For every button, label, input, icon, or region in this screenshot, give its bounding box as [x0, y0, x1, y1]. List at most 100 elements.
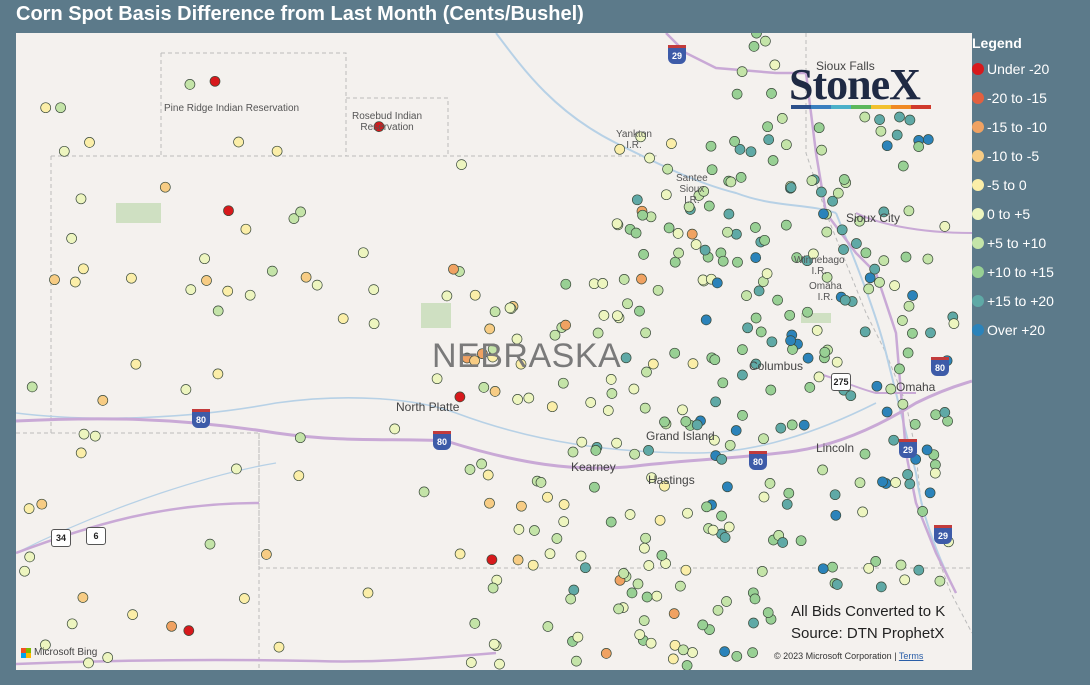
bid-marker[interactable] — [464, 464, 476, 475]
bid-marker[interactable] — [567, 446, 579, 458]
bid-marker[interactable] — [663, 222, 675, 234]
bid-marker[interactable] — [66, 233, 77, 244]
bid-marker[interactable] — [640, 532, 651, 544]
bid-marker[interactable] — [529, 525, 540, 536]
bid-marker[interactable] — [902, 347, 914, 359]
bid-marker[interactable] — [759, 234, 770, 246]
bid-marker[interactable] — [523, 392, 535, 404]
bid-marker[interactable] — [288, 213, 300, 224]
bid-marker[interactable] — [159, 181, 171, 193]
bid-marker[interactable] — [572, 631, 584, 643]
bid-marker[interactable] — [266, 265, 278, 277]
bid-marker[interactable] — [622, 298, 633, 310]
bid-marker[interactable] — [832, 187, 844, 199]
bid-marker[interactable] — [634, 629, 646, 640]
bid-marker[interactable] — [418, 486, 430, 498]
bid-marker[interactable] — [780, 219, 792, 231]
bid-marker[interactable] — [669, 639, 681, 651]
bid-marker[interactable] — [831, 579, 843, 590]
bid-marker[interactable] — [859, 111, 871, 123]
bid-marker[interactable] — [731, 228, 742, 240]
bid-marker[interactable] — [783, 487, 795, 499]
bid-marker[interactable] — [362, 587, 374, 599]
bid-marker[interactable] — [239, 593, 250, 604]
bid-marker[interactable] — [795, 535, 807, 547]
bid-marker[interactable] — [734, 144, 746, 155]
bid-marker[interactable] — [851, 238, 862, 249]
bid-marker[interactable] — [907, 290, 918, 301]
bid-marker[interactable] — [845, 390, 857, 402]
bid-marker[interactable] — [686, 228, 698, 240]
bid-marker[interactable] — [874, 114, 885, 125]
bid-marker[interactable] — [130, 358, 142, 370]
bid-marker[interactable] — [527, 559, 539, 571]
bid-marker[interactable] — [240, 223, 252, 235]
bid-marker[interactable] — [761, 268, 773, 279]
bid-marker[interactable] — [465, 657, 477, 668]
bid-marker[interactable] — [632, 578, 644, 590]
bid-marker[interactable] — [69, 276, 81, 288]
bid-marker[interactable] — [925, 327, 936, 339]
bid-marker[interactable] — [691, 419, 703, 431]
bid-marker[interactable] — [885, 383, 897, 395]
bid-marker[interactable] — [798, 419, 810, 431]
bid-marker[interactable] — [888, 434, 900, 446]
bid-marker[interactable] — [909, 418, 921, 430]
bid-marker[interactable] — [903, 300, 915, 312]
bid-marker[interactable] — [701, 501, 712, 513]
bid-marker[interactable] — [448, 263, 459, 275]
bid-marker[interactable] — [180, 384, 192, 395]
bid-marker[interactable] — [551, 533, 563, 544]
bid-marker[interactable] — [469, 618, 481, 629]
bid-marker[interactable] — [560, 319, 571, 331]
bid-marker[interactable] — [185, 284, 197, 295]
bid-marker[interactable] — [863, 562, 875, 574]
bid-marker[interactable] — [717, 255, 729, 267]
bid-marker[interactable] — [784, 309, 796, 321]
bid-marker[interactable] — [730, 425, 742, 436]
bid-marker[interactable] — [894, 363, 905, 375]
bid-marker[interactable] — [750, 312, 762, 324]
bid-marker[interactable] — [489, 386, 501, 397]
bid-marker[interactable] — [478, 382, 490, 393]
bid-marker[interactable] — [801, 255, 813, 267]
bid-marker[interactable] — [204, 538, 216, 550]
bid-marker[interactable] — [717, 377, 729, 389]
bid-marker[interactable] — [311, 279, 323, 291]
bid-marker[interactable] — [775, 422, 787, 434]
bid-marker[interactable] — [710, 396, 721, 408]
bid-marker[interactable] — [184, 79, 196, 90]
bid-marker[interactable] — [629, 448, 640, 460]
bid-marker[interactable] — [857, 506, 868, 518]
bid-marker[interactable] — [469, 355, 480, 367]
bid-marker[interactable] — [817, 563, 829, 575]
bid-marker[interactable] — [511, 333, 523, 345]
bid-marker[interactable] — [751, 33, 762, 39]
bid-marker[interactable] — [760, 35, 771, 47]
bid-marker[interactable] — [55, 102, 66, 114]
bid-marker[interactable] — [748, 617, 759, 629]
bid-marker[interactable] — [675, 580, 686, 592]
bid-marker[interactable] — [732, 256, 743, 268]
bid-marker[interactable] — [913, 141, 925, 152]
bid-marker[interactable] — [166, 620, 177, 632]
bid-marker[interactable] — [864, 272, 876, 284]
bid-marker[interactable] — [558, 516, 570, 527]
bid-marker[interactable] — [635, 131, 647, 143]
bid-marker[interactable] — [924, 487, 936, 499]
bid-marker[interactable] — [373, 121, 385, 132]
bid-marker[interactable] — [763, 134, 775, 145]
bid-marker[interactable] — [687, 647, 698, 658]
bid-marker[interactable] — [26, 381, 38, 393]
bid-marker[interactable] — [721, 596, 732, 607]
bid-marker[interactable] — [722, 481, 733, 493]
bid-marker[interactable] — [762, 121, 773, 133]
bid-marker[interactable] — [456, 159, 467, 170]
bid-marker[interactable] — [484, 497, 495, 509]
bid-marker[interactable] — [669, 347, 681, 359]
bid-marker[interactable] — [659, 416, 670, 428]
bid-marker[interactable] — [638, 249, 649, 260]
bid-marker[interactable] — [854, 215, 865, 227]
bid-marker[interactable] — [697, 619, 709, 631]
bid-marker[interactable] — [542, 621, 554, 632]
